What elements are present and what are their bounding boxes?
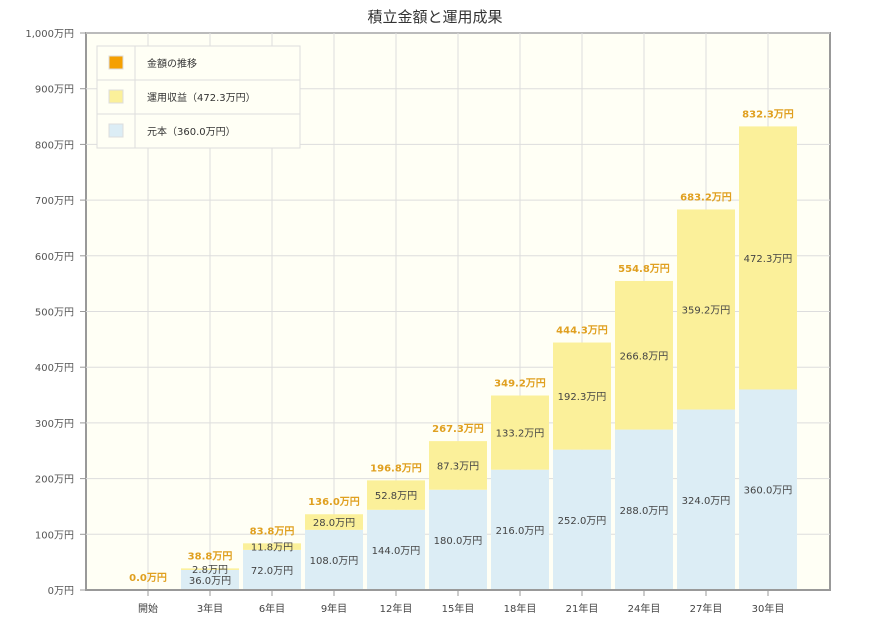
bar-value-label: 252.0万円 — [558, 516, 607, 527]
y-tick-label: 800万円 — [35, 140, 74, 151]
bar-principal — [429, 489, 487, 590]
x-tick-label: 15年目 — [442, 602, 475, 615]
bar-principal — [553, 449, 611, 590]
bar-value-label: 144.0万円 — [372, 546, 421, 557]
x-tick-label: 27年目 — [690, 602, 723, 615]
bar-value-label: 266.8万円 — [620, 351, 669, 362]
bar-principal — [305, 529, 363, 590]
legend-swatch — [108, 123, 124, 138]
bar-principal — [181, 569, 239, 590]
bar-value-label: 324.0万円 — [682, 496, 731, 507]
bar-value-label: 288.0万円 — [620, 506, 669, 517]
legend-box — [96, 45, 301, 149]
bar-value-label: 108.0万円 — [310, 556, 359, 567]
total-label: 83.8万円 — [250, 525, 295, 537]
total-label: 832.3万円 — [742, 108, 794, 120]
y-tick-label: 1,000万円 — [25, 29, 74, 40]
x-tick-label: 開始 — [138, 602, 158, 615]
bar-gain — [243, 543, 301, 550]
total-label: 196.8万円 — [370, 462, 422, 474]
bar-gain — [181, 568, 239, 570]
y-tick-label: 100万円 — [35, 530, 74, 541]
bar-gain — [429, 441, 487, 490]
x-tick-label: 24年目 — [628, 602, 661, 615]
bar-value-label: 180.0万円 — [434, 536, 483, 547]
bar-gain — [677, 209, 735, 410]
bar-value-label: 216.0万円 — [496, 526, 545, 537]
bar-value-label: 360.0万円 — [744, 486, 793, 497]
bar-principal — [739, 389, 797, 590]
legend-label: 元本（360.0万円） — [147, 125, 236, 138]
bar-gain — [305, 514, 363, 530]
y-tick-label: 200万円 — [35, 475, 74, 486]
bar-principal — [243, 549, 301, 590]
total-label: 136.0万円 — [308, 496, 360, 508]
bar-principal — [491, 469, 549, 590]
bar-value-label: 2.8万円 — [192, 565, 228, 576]
y-tick-label: 900万円 — [35, 85, 74, 96]
total-label: 349.2万円 — [494, 377, 546, 389]
bar-value-label: 72.0万円 — [251, 566, 293, 577]
y-tick-label: 600万円 — [35, 252, 74, 263]
total-label: 554.8万円 — [618, 263, 670, 275]
y-tick-label: 400万円 — [35, 363, 74, 374]
bar-gain — [739, 126, 797, 390]
legend-swatch — [108, 89, 124, 104]
x-tick-label: 9年目 — [321, 602, 347, 615]
total-label: 267.3万円 — [432, 423, 484, 435]
bar-principal — [677, 409, 735, 590]
bar-gain — [367, 480, 425, 510]
x-tick-label: 21年目 — [566, 602, 599, 615]
legend-label: 金額の推移 — [147, 57, 197, 70]
total-label: 0.0万円 — [129, 572, 167, 584]
x-tick-label: 30年目 — [752, 602, 785, 615]
bar-value-label: 472.3万円 — [744, 254, 793, 265]
bar-value-label: 192.3万円 — [558, 392, 607, 403]
bar-value-label: 11.8万円 — [251, 543, 293, 554]
legend-swatch — [108, 55, 124, 70]
bar-value-label: 36.0万円 — [189, 576, 231, 587]
bar-principal — [615, 429, 673, 590]
total-label: 38.8万円 — [188, 550, 233, 562]
total-label: 444.3万円 — [556, 325, 608, 337]
bar-value-label: 87.3万円 — [437, 461, 479, 472]
x-tick-label: 12年目 — [380, 602, 413, 615]
y-tick-label: 0万円 — [48, 586, 74, 597]
bar-value-label: 52.8万円 — [375, 491, 417, 502]
y-tick-label: 300万円 — [35, 419, 74, 430]
bar-value-label: 359.2万円 — [682, 305, 731, 316]
bar-gain — [491, 395, 549, 470]
bar-gain — [553, 342, 611, 450]
bar-principal — [367, 509, 425, 590]
y-tick-label: 700万円 — [35, 196, 74, 207]
legend-label: 運用収益（472.3万円） — [147, 91, 256, 104]
x-tick-label: 3年目 — [197, 602, 223, 615]
x-tick-label: 6年目 — [259, 602, 285, 615]
bar-value-label: 28.0万円 — [313, 518, 355, 529]
y-tick-label: 500万円 — [35, 308, 74, 319]
bar-value-label: 133.2万円 — [496, 429, 545, 440]
x-tick-label: 18年目 — [504, 602, 537, 615]
total-label: 683.2万円 — [680, 191, 732, 203]
bar-gain — [615, 280, 673, 430]
chart-title: 積立金額と運用成果 — [367, 8, 502, 26]
